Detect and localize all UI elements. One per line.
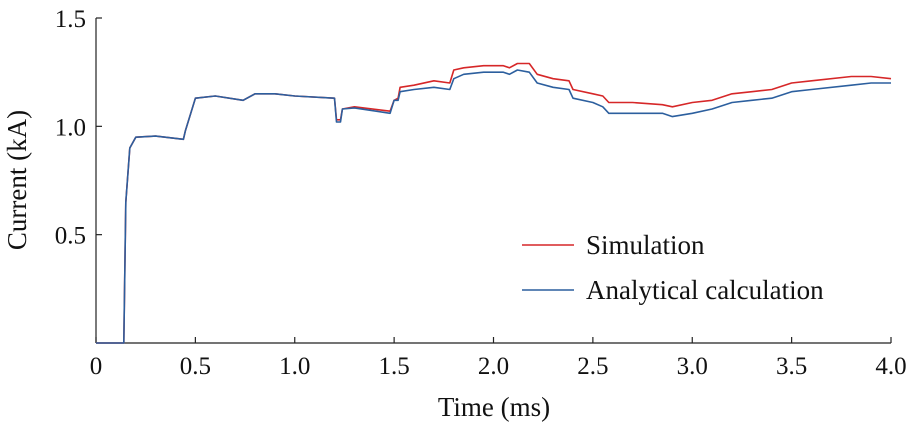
x-tick-label: 3.0 — [677, 353, 708, 380]
legend-label-analytical: Analytical calculation — [586, 275, 824, 305]
x-axis-ticks: 0 0.5 1.0 1.5 2.0 2.5 3.0 3.5 4.0 — [90, 337, 907, 380]
x-axis-title: Time (ms) — [438, 392, 550, 422]
legend: Simulation Analytical calculation — [522, 230, 824, 305]
x-tick-label: 1.0 — [279, 353, 310, 380]
y-tick-label: 1.0 — [55, 114, 86, 141]
x-tick-label: 2.0 — [478, 353, 509, 380]
series-line-analytical-calculation — [96, 69, 891, 344]
x-tick-label: 0.5 — [180, 353, 211, 380]
x-tick-label: 3.5 — [776, 353, 807, 380]
x-tick-label: 2.5 — [577, 353, 608, 380]
y-tick-label: 1.5 — [55, 6, 86, 33]
legend-label-simulation: Simulation — [586, 230, 705, 260]
y-axis-title: Current (kA) — [2, 110, 32, 250]
x-tick-label: 0 — [90, 353, 103, 380]
y-tick-label: 0.5 — [55, 223, 86, 250]
series-layer — [96, 62, 892, 344]
y-axis-ticks: 0.5 1.0 1.5 — [55, 6, 102, 250]
x-tick-label: 1.5 — [379, 353, 410, 380]
x-tick-label: 4.0 — [875, 353, 906, 380]
